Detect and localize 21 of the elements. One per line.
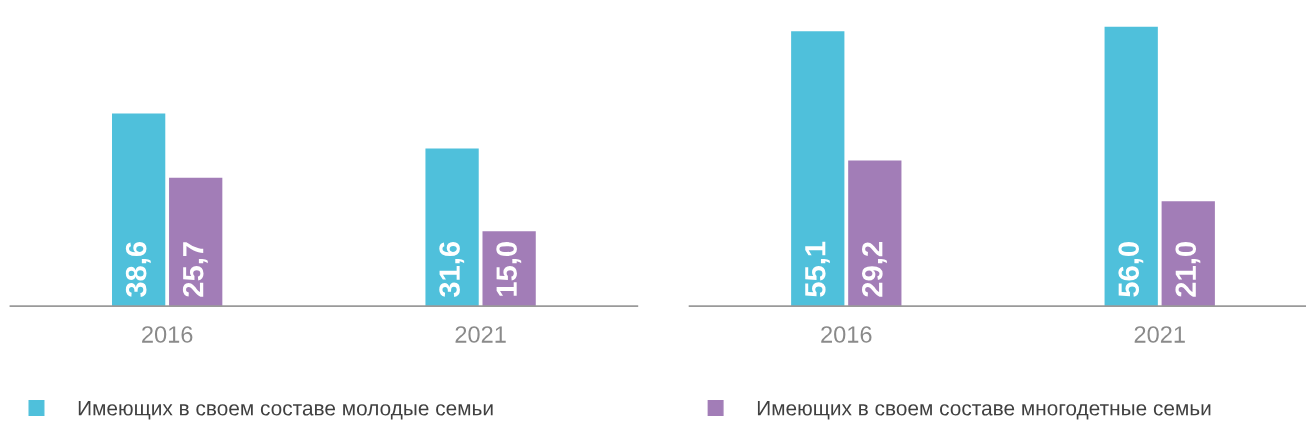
bar — [1104, 26, 1158, 307]
bar — [425, 148, 479, 307]
data-label: 21,0 — [1175, 242, 1201, 297]
legend-label: Имеющих в своем составе молодые семьи — [78, 401, 493, 420]
data-label: 29,2 — [861, 242, 887, 297]
data-label: 31,6 — [439, 241, 465, 298]
x-tick-label: 2016 — [142, 326, 193, 343]
legend-label: Имеющих в своем составе многодетные семьи — [757, 401, 1211, 420]
data-label: 38,6 — [125, 241, 151, 298]
x-tick-label: 2021 — [1134, 326, 1185, 343]
bar — [848, 160, 902, 307]
data-label: 15,0 — [496, 242, 522, 296]
data-label: 55,1 — [805, 241, 830, 297]
bar — [1161, 201, 1215, 307]
data-label: 25,7 — [182, 242, 208, 297]
bar — [169, 177, 223, 307]
x-tick-label: 2021 — [455, 326, 506, 343]
data-label: 56,0 — [1118, 242, 1144, 297]
bar — [112, 113, 166, 307]
x-tick-label: 2016 — [821, 326, 872, 343]
bar — [791, 31, 845, 307]
